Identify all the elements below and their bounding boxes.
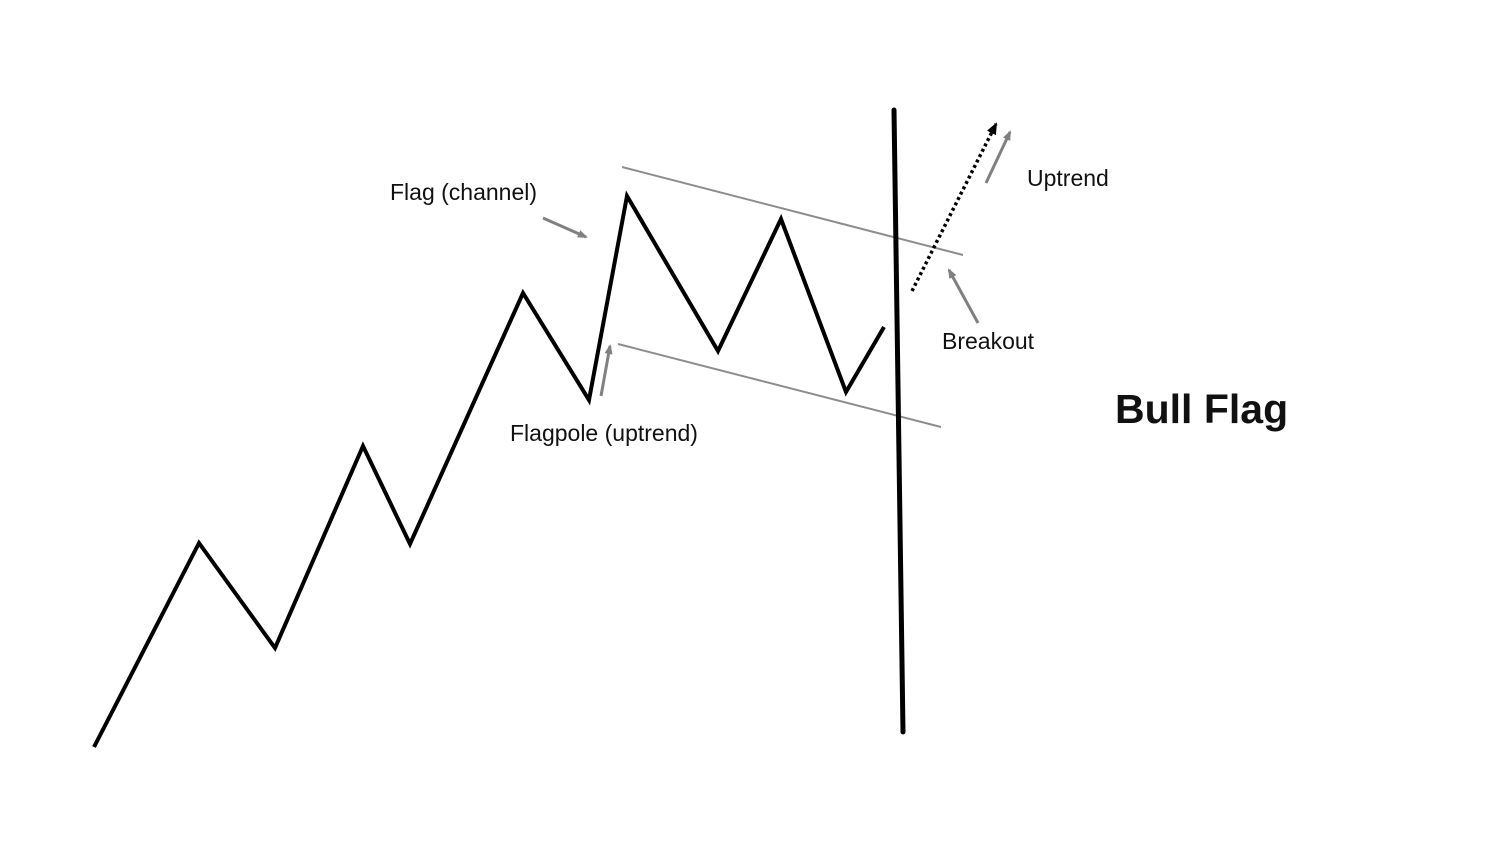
breakout-pointer-arrow [947,268,980,324]
uptrend-projection-arrow [910,122,998,292]
channel-upper-line [621,166,964,256]
flag-channel-label: Flag (channel) [390,179,538,205]
uptrend-pointer-arrow [984,130,1012,184]
uptrend-label: Uptrend [1027,165,1109,191]
flag-pointer-arrow [542,216,588,239]
price-line [92,190,886,748]
flagpole-label: Flagpole (uptrend) [510,420,698,446]
channel-lower-line [617,343,942,428]
diagram-title: Bull Flag [1115,386,1289,432]
flagpole-pointer-arrow [599,344,613,397]
breakout-vertical-line [891,107,906,735]
breakout-label: Breakout [942,328,1035,354]
